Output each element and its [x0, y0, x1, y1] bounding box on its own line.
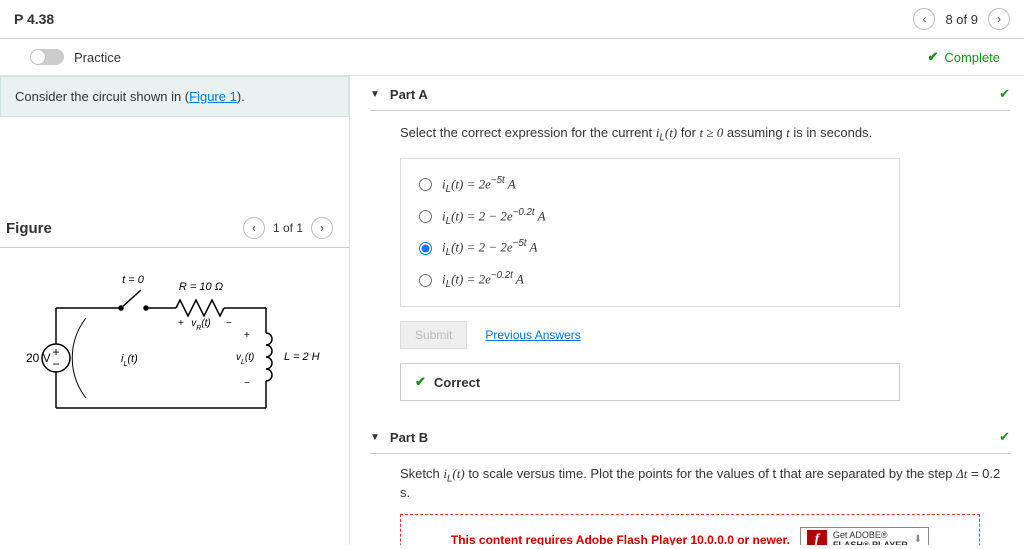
choice-4-radio[interactable] — [419, 274, 432, 287]
svg-text:20 V: 20 V — [26, 351, 51, 365]
problem-nav: ‹ 8 of 9 › — [913, 8, 1010, 30]
figure-pager: ‹ 1 of 1 › — [243, 217, 333, 239]
figure-title: Figure — [6, 220, 52, 237]
part-b-instruction: Sketch iL(t) to scale versus time. Plot … — [370, 454, 1010, 514]
flash-message: This content requires Adobe Flash Player… — [451, 533, 790, 545]
answer-choices: iL(t) = 2e−5t A iL(t) = 2 − 2e−0.2t A iL… — [400, 158, 900, 308]
choice-2[interactable]: iL(t) = 2 − 2e−0.2t A — [419, 201, 881, 233]
correct-check-icon: ✔ — [415, 374, 426, 390]
svg-text:L = 2 H: L = 2 H — [284, 351, 320, 363]
svg-text:−: − — [52, 357, 59, 371]
figure-next-button[interactable]: › — [311, 217, 333, 239]
choice-3-radio[interactable] — [419, 242, 432, 255]
part-a-title: Part A — [390, 87, 428, 102]
collapse-icon: ▼ — [370, 89, 380, 100]
flash-required-box: This content requires Adobe Flash Player… — [400, 514, 980, 545]
choice-3[interactable]: iL(t) = 2 − 2e−5t A — [419, 232, 881, 264]
submit-button: Submit — [400, 321, 467, 349]
part-a-instruction: Select the correct expression for the cu… — [370, 111, 1010, 158]
circuit-diagram: + − t = 0 R = 10 Ω + vR(t) − — [0, 248, 349, 431]
problem-id: P 4.38 — [14, 11, 54, 27]
practice-toggle-row: Practice — [30, 49, 121, 65]
next-problem-button[interactable]: › — [988, 8, 1010, 30]
flash-icon: f — [807, 530, 827, 545]
get-flash-button[interactable]: f Get ADOBE® FLASH® PLAYER ⬇ — [800, 527, 929, 545]
check-icon: ✔ — [927, 49, 938, 65]
svg-text:+: + — [244, 330, 250, 341]
download-icon: ⬇ — [914, 534, 922, 545]
part-b-check-icon: ✔ — [999, 429, 1010, 445]
svg-text:t = 0: t = 0 — [122, 274, 145, 286]
svg-text:vR(t): vR(t) — [191, 318, 211, 332]
prev-problem-button[interactable]: ‹ — [913, 8, 935, 30]
feedback-box: ✔ Correct — [400, 363, 900, 401]
choice-1[interactable]: iL(t) = 2e−5t A — [419, 169, 881, 201]
collapse-icon: ▼ — [370, 432, 380, 443]
completion-status: ✔ Complete — [927, 49, 1000, 65]
choice-4[interactable]: iL(t) = 2e−0.2t A — [419, 264, 881, 296]
figure-prev-button[interactable]: ‹ — [243, 217, 265, 239]
svg-text:R = 10 Ω: R = 10 Ω — [179, 281, 223, 293]
part-a-check-icon: ✔ — [999, 86, 1010, 102]
problem-prompt: Consider the circuit shown in (Figure 1)… — [0, 76, 349, 117]
svg-text:−: − — [226, 318, 232, 329]
part-b-header[interactable]: ▼ Part B ✔ — [370, 419, 1010, 454]
practice-label: Practice — [74, 50, 121, 65]
part-b-title: Part B — [390, 430, 428, 445]
svg-text:iL(t): iL(t) — [121, 353, 138, 368]
choice-1-radio[interactable] — [419, 178, 432, 191]
choice-2-radio[interactable] — [419, 210, 432, 223]
svg-text:vL(t): vL(t) — [236, 352, 254, 366]
svg-text:−: − — [244, 378, 250, 389]
svg-text:+: + — [178, 318, 184, 329]
previous-answers-link[interactable]: Previous Answers — [485, 328, 580, 342]
practice-toggle[interactable] — [30, 49, 64, 65]
figure-link[interactable]: Figure 1 — [189, 89, 237, 104]
part-a-header[interactable]: ▼ Part A ✔ — [370, 76, 1010, 111]
problem-position: 8 of 9 — [945, 12, 978, 27]
